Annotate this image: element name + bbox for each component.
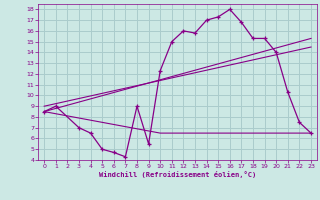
X-axis label: Windchill (Refroidissement éolien,°C): Windchill (Refroidissement éolien,°C) xyxy=(99,171,256,178)
